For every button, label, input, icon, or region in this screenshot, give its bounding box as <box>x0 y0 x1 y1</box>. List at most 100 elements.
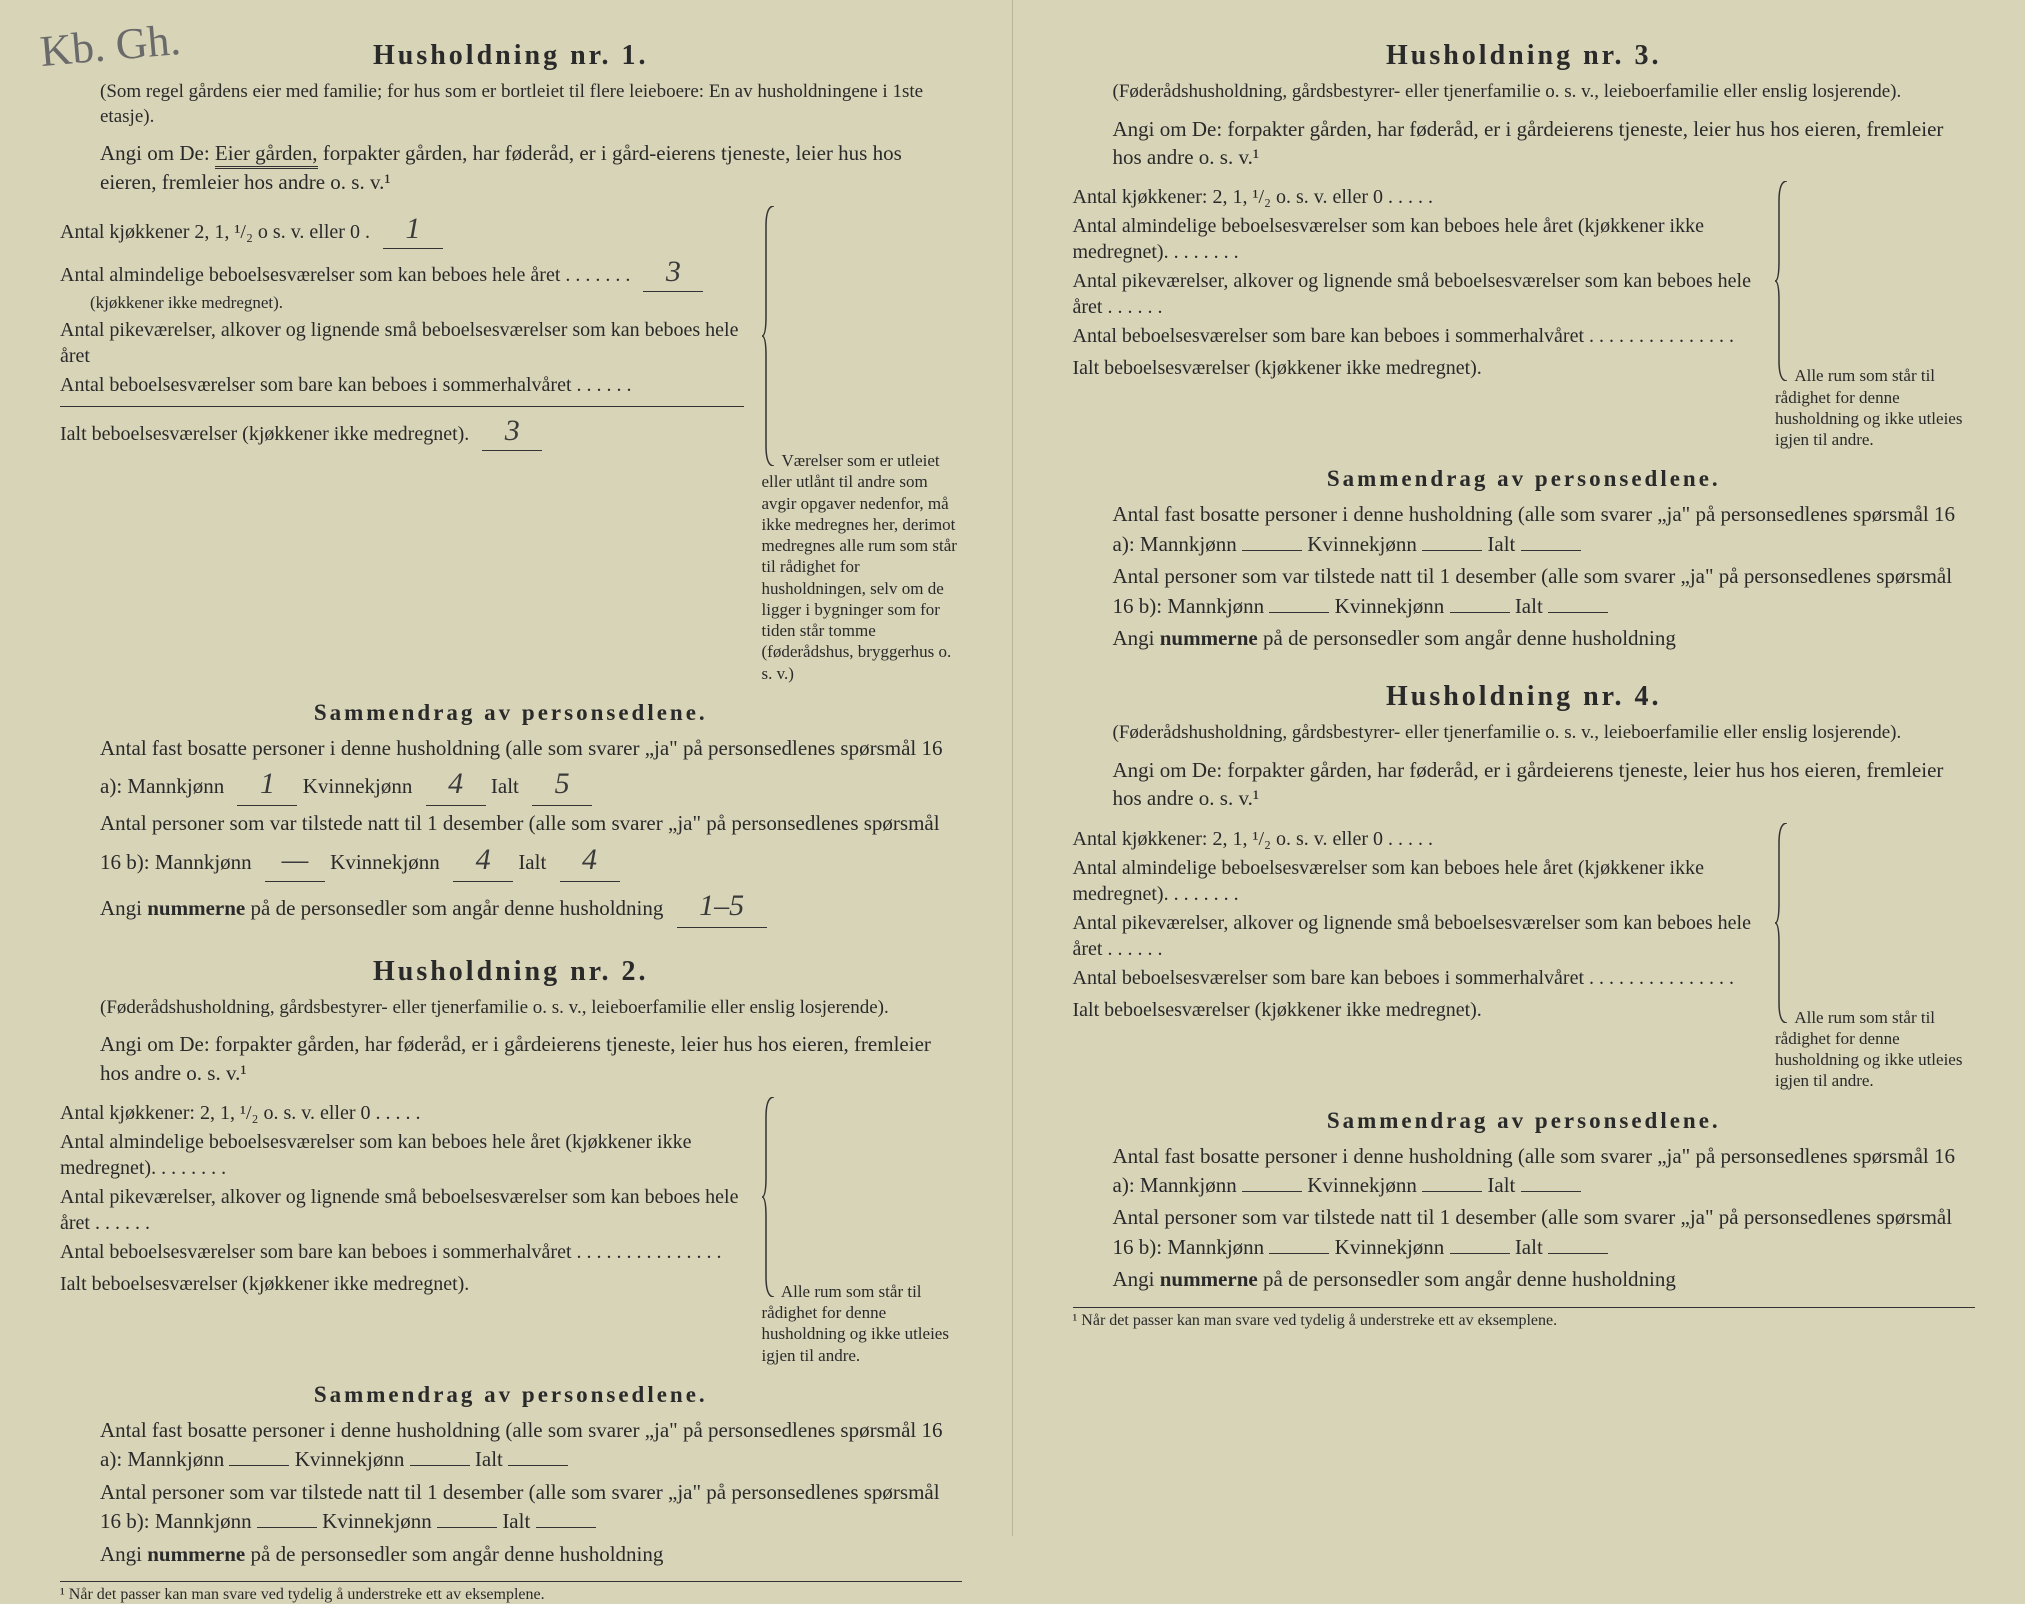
side-note-text: Alle rum som står til rådighet for denne… <box>1775 366 1962 449</box>
s2-i-label: Ialt <box>1515 594 1543 618</box>
right-column: Husholdning nr. 3. (Føderådshusholdning,… <box>1013 0 2025 1536</box>
s3-rest: på de personsedler som angår denne husho… <box>251 1542 664 1566</box>
angi-underlined: Eier gården, <box>215 141 318 169</box>
s1-i <box>1521 550 1581 551</box>
room-row-3: Antal pikeværelser, alkover og lignende … <box>1073 910 1758 962</box>
s3-label: Angi <box>1113 626 1155 650</box>
rooms-block: Antal kjøkkener: 2, 1, ¹/₂ o. s. v. elle… <box>1073 181 1976 450</box>
s2-k <box>1450 612 1510 613</box>
s1-i-label: Ialt <box>491 774 519 798</box>
s2-k <box>1450 1253 1510 1254</box>
s2-i <box>1548 612 1608 613</box>
rooms-block: Antal kjøkkener: 2, 1, ¹/₂ o. s. v. elle… <box>1073 823 1976 1092</box>
s1-i <box>1521 1191 1581 1192</box>
room-row-1: Antal kjøkkener: 2, 1, ¹/₂ o. s. v. elle… <box>1073 184 1758 210</box>
brace-icon <box>762 206 778 466</box>
brace-icon <box>762 1097 778 1297</box>
angi-line: Angi om De: forpakter gården, har føderå… <box>1113 115 1976 172</box>
s2-k-label: Kvinnekjønn <box>330 850 440 874</box>
rooms-questions: Antal kjøkkener: 2, 1, ¹/₂ o. s. v. elle… <box>60 1097 744 1300</box>
s2-i: 4 <box>560 839 620 882</box>
s3-label: Angi <box>100 1542 142 1566</box>
summary-title: Sammendrag av personsedlene. <box>60 1382 962 1408</box>
household-1: Husholdning nr. 1. (Som regel gårdens ei… <box>60 40 962 928</box>
s1-k <box>1422 1191 1482 1192</box>
s1-text: Antal fast bosatte personer i denne hush… <box>1113 1144 1956 1197</box>
side-note: Værelser som er utleiet eller utlånt til… <box>744 206 962 684</box>
s3-rest: på de personsedler som angår denne husho… <box>1263 626 1676 650</box>
s2-i-label: Ialt <box>502 1509 530 1533</box>
s3-val: 1–5 <box>677 885 767 928</box>
s1-m <box>1242 1191 1302 1192</box>
angi-rest: forpakter gården, har føderåd, er i gård… <box>1113 117 1944 169</box>
brace-icon <box>1775 181 1791 381</box>
rooms-questions: Antal kjøkkener: 2, 1, ¹/₂ o. s. v. elle… <box>1073 823 1758 1026</box>
s2-k-label: Kvinnekjønn <box>1335 1235 1445 1259</box>
household-4: Husholdning nr. 4. (Føderådshusholdning,… <box>1073 681 1976 1329</box>
total-value: 3 <box>482 411 542 451</box>
s3-label: Angi <box>100 896 142 920</box>
s1-i-label: Ialt <box>475 1447 503 1471</box>
s1-k <box>410 1465 470 1466</box>
household-title: Husholdning nr. 2. <box>60 956 962 988</box>
room-row-2: Antal almindelige beboelsesværelser som … <box>60 252 744 314</box>
household-title: Husholdning nr. 3. <box>1073 40 1976 72</box>
s2-k: 4 <box>453 839 513 882</box>
s2-i-label: Ialt <box>1515 1235 1543 1259</box>
angi-rest: forpakter gården, har føderåd, er i gård… <box>100 1032 931 1084</box>
room-row-3: Antal pikeværelser, alkover og lignende … <box>60 1184 744 1236</box>
room-row-4: Antal beboelsesværelser som bare kan beb… <box>60 372 744 398</box>
household-title: Husholdning nr. 1. <box>60 40 962 72</box>
s1-i: 5 <box>532 763 592 806</box>
s1-k-label: Kvinnekjønn <box>1307 1173 1417 1197</box>
angi-prefix: Angi om De: <box>1113 117 1223 141</box>
s1-k-label: Kvinnekjønn <box>295 1447 405 1471</box>
s2-m <box>1269 612 1329 613</box>
room-row-4: Antal beboelsesværelser som bare kan beb… <box>60 1239 744 1265</box>
room-total: Ialt beboelsesværelser (kjøkkener ikke m… <box>60 406 744 451</box>
room-row-3: Antal pikeværelser, alkover og lignende … <box>1073 268 1758 320</box>
footnote: ¹ Når det passer kan man svare ved tydel… <box>60 1581 962 1604</box>
summary-line-1: Antal fast bosatte personer i denne hush… <box>100 734 962 806</box>
r2-note: (kjøkkener ikke medregnet). <box>90 292 744 314</box>
s3-rest: på de personsedler som angår denne husho… <box>1263 1267 1676 1291</box>
angi-prefix: Angi om De: <box>100 1032 210 1056</box>
household-3: Husholdning nr. 3. (Føderådshusholdning,… <box>1073 40 1976 653</box>
s2-k-label: Kvinnekjønn <box>1335 594 1445 618</box>
side-note: Alle rum som står til rådighet for denne… <box>1757 823 1975 1092</box>
s2-i <box>536 1527 596 1528</box>
room-total: Ialt beboelsesværelser (kjøkkener ikke m… <box>1073 997 1758 1023</box>
household-2: Husholdning nr. 2. (Føderådshusholdning,… <box>60 956 962 1604</box>
angi-line: Angi om De: forpakter gården, har føderå… <box>1113 756 1976 813</box>
angi-line: Angi om De: Eier gården, forpakter gårde… <box>100 139 962 196</box>
summary-line-3: Angi nummerne på de personsedler som ang… <box>100 885 962 928</box>
intro-text: (Som regel gårdens eier med familie; for… <box>100 80 962 129</box>
side-note: Alle rum som står til rådighet for denne… <box>1757 181 1975 450</box>
s2-k-label: Kvinnekjønn <box>322 1509 432 1533</box>
summary-line-3: Angi nummerne på de personsedler som ang… <box>1113 624 1976 653</box>
s3-bold: nummerne <box>1160 626 1258 650</box>
angi-prefix: Angi om De: <box>100 141 210 165</box>
r2-text: Antal almindelige beboelsesværelser som … <box>60 264 630 286</box>
s3-rest: på de personsedler som angår denne husho… <box>251 896 664 920</box>
s1-k <box>1422 550 1482 551</box>
s3-label: Angi <box>1113 1267 1155 1291</box>
left-column: Kb. Gh. Husholdning nr. 1. (Som regel gå… <box>0 0 1013 1536</box>
summary-title: Sammendrag av personsedlene. <box>1073 466 1976 492</box>
side-note-text: Alle rum som står til rådighet for denne… <box>1775 1008 1962 1091</box>
room-row-2: Antal almindelige beboelsesværelser som … <box>1073 855 1758 907</box>
summary-title: Sammendrag av personsedlene. <box>1073 1108 1976 1134</box>
s1-text: Antal fast bosatte personer i denne hush… <box>100 736 943 798</box>
side-note: Alle rum som står til rådighet for denne… <box>744 1097 962 1366</box>
s1-k: 4 <box>426 763 486 806</box>
summary-line-3: Angi nummerne på de personsedler som ang… <box>100 1540 962 1569</box>
s1-m <box>1242 550 1302 551</box>
s1-i-label: Ialt <box>1487 532 1515 556</box>
angi-rest: forpakter gården, har føderåd, er i gård… <box>1113 758 1944 810</box>
rooms-questions: Antal kjøkkener 2, 1, ¹/₂ o s. v. eller … <box>60 206 744 454</box>
total-text: Ialt beboelsesværelser (kjøkkener ikke m… <box>60 423 469 445</box>
room-row-3: Antal pikeværelser, alkover og lignende … <box>60 317 744 369</box>
summary-line-1: Antal fast bosatte personer i denne hush… <box>100 1416 962 1475</box>
household-title: Husholdning nr. 4. <box>1073 681 1976 713</box>
room-row-2: Antal almindelige beboelsesværelser som … <box>60 1129 744 1181</box>
